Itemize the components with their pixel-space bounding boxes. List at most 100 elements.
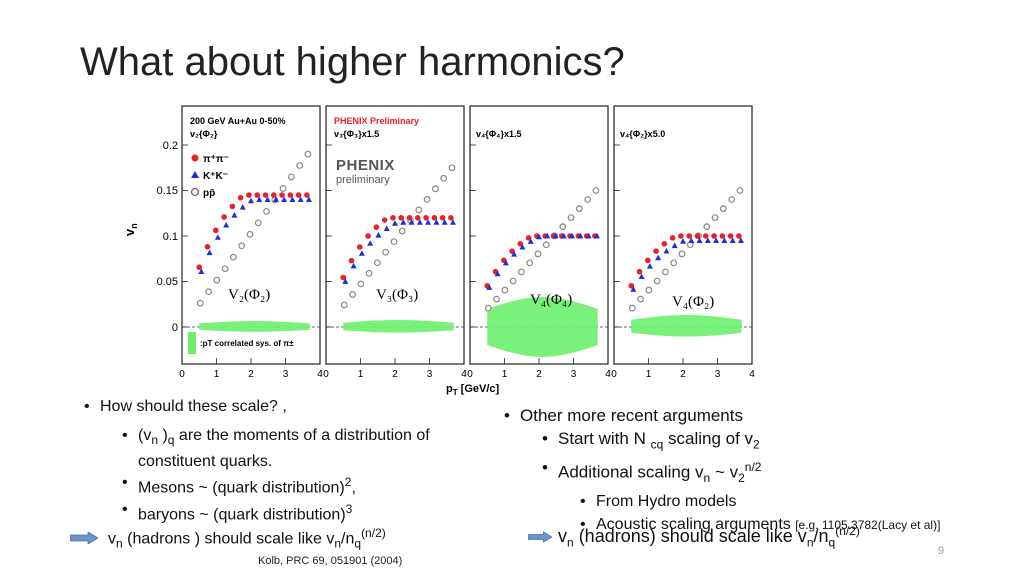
- kaon-marker: [671, 242, 678, 249]
- x-tick-label: 3: [571, 369, 577, 380]
- left-conclusion-text: vn (hadrons ) should scale like vn/nq(n/…: [108, 526, 386, 551]
- kaon-marker: [289, 196, 296, 202]
- panel4-big-label: V₄(Φ₂): [672, 294, 714, 310]
- proton-marker: [662, 268, 669, 276]
- legend-kaon-label: K⁺K⁻: [203, 171, 228, 182]
- pion-marker: [262, 192, 269, 198]
- pion-marker: [348, 257, 355, 264]
- panel3-big-label: V₄(Φ₄): [530, 292, 572, 308]
- kaon-marker: [358, 250, 365, 256]
- pion-marker: [727, 233, 734, 239]
- sys-band: [343, 320, 454, 333]
- x-tick-label: 4: [317, 369, 323, 380]
- pion-marker: [686, 233, 693, 239]
- right-conclusion: vn (hadrons) should scale like vn/nq(n/2…: [528, 524, 860, 550]
- kaon-marker: [264, 196, 271, 202]
- citation-footnote: Kolb, PRC 69, 051901 (2004): [258, 555, 403, 567]
- kaon-marker: [680, 238, 686, 244]
- sys-band: [199, 321, 310, 332]
- pion-marker: [711, 233, 717, 239]
- proton-marker: [196, 299, 204, 307]
- y-tick-label: 0.15: [157, 185, 178, 197]
- proton-marker: [365, 269, 373, 277]
- kaon-marker: [486, 284, 493, 290]
- pion-marker: [357, 244, 363, 250]
- panel1-big-label: V₂(Φ₂): [228, 287, 270, 303]
- pion-marker: [287, 192, 294, 198]
- pion-marker: [237, 194, 244, 201]
- proton-marker: [584, 196, 592, 203]
- kaon-marker: [214, 234, 221, 240]
- bullet-moments: (vn )q are the moments of a distribution…: [80, 425, 500, 472]
- x-tick-label: 3: [283, 369, 289, 380]
- y-axis-label: vn: [122, 223, 139, 236]
- proton-marker: [382, 248, 390, 256]
- left-conclusion: vn (hadrons ) should scale like vn/nq(n/…: [70, 526, 386, 551]
- y-tick-label: 0.05: [157, 276, 178, 288]
- kaon-marker: [688, 237, 695, 243]
- proton-marker: [440, 174, 448, 182]
- proton-marker: [287, 173, 295, 181]
- pion-marker: [628, 282, 635, 289]
- x-tick-label: 0: [611, 369, 617, 380]
- kaon-marker: [577, 232, 584, 239]
- pion-marker: [204, 244, 211, 250]
- x-tick-label: 1: [214, 369, 220, 380]
- phenix-logo-sub: preliminary: [336, 174, 390, 186]
- legend-proton-label: pp̄: [203, 188, 215, 199]
- x-tick-label: 0: [323, 369, 329, 380]
- x-tick-label: 3: [715, 369, 721, 380]
- x-tick-label: 2: [536, 369, 542, 380]
- kaon-marker: [560, 232, 567, 239]
- kaon-marker: [231, 212, 238, 218]
- proton-marker: [628, 304, 636, 312]
- pion-marker: [423, 215, 429, 221]
- x-tick-label: 0: [467, 369, 473, 380]
- right-conclusion-text: vn (hadrons) should scale like vn/nq(n/2…: [558, 524, 860, 550]
- x-tick-label: 1: [502, 369, 508, 380]
- kaon-marker: [449, 219, 456, 225]
- panel2-line2: v₃{Φ₃}x1.5: [334, 129, 379, 139]
- kaon-marker: [350, 262, 357, 269]
- kaon-marker: [593, 232, 600, 239]
- proton-marker: [296, 162, 304, 169]
- pion-marker: [295, 192, 302, 198]
- kaon-marker: [663, 247, 670, 254]
- kaon-marker: [511, 251, 518, 257]
- pion-marker: [406, 215, 413, 221]
- panel4-line2: v₄{Φ₂}x5.0: [620, 129, 665, 139]
- proton-marker: [542, 241, 550, 249]
- pion-marker: [254, 192, 261, 198]
- kaon-marker: [494, 270, 501, 277]
- bullet-mesons: Mesons ~ (quark distribution)2,: [80, 472, 500, 498]
- kaon-marker: [206, 249, 213, 256]
- bullet-baryons: baryons ~ (quark distribution)3: [80, 499, 500, 525]
- proton-marker: [263, 207, 270, 215]
- proton-marker: [670, 259, 678, 267]
- y-tick-label: 0.1: [163, 231, 178, 243]
- bullet-additional-scaling: Additional scaling vn ~ v2n/2: [500, 456, 1020, 490]
- proton-marker: [493, 295, 500, 303]
- pion-marker: [270, 192, 277, 198]
- x-tick-label: 4: [605, 369, 611, 380]
- kaon-marker: [704, 237, 711, 243]
- pion-marker: [439, 215, 446, 221]
- phenix-logo: PHENIX preliminary: [336, 157, 395, 186]
- proton-marker: [559, 223, 567, 231]
- pion-marker: [431, 215, 438, 221]
- pion-marker: [398, 215, 405, 221]
- bullet-scale-question: How should these scale? ,: [80, 396, 500, 417]
- pion-marker: [365, 233, 371, 239]
- phenix-logo-word: PHENIX: [336, 157, 395, 174]
- proton-marker: [279, 185, 287, 192]
- bullet-hydro: From Hydro models: [500, 490, 1020, 513]
- proton-marker: [736, 187, 744, 194]
- proton-marker: [728, 196, 736, 203]
- proton-marker: [374, 259, 381, 267]
- bullet-other-arguments: Other more recent arguments: [500, 404, 1020, 427]
- x-tick-label: 4: [749, 369, 755, 380]
- kaon-marker: [696, 237, 703, 243]
- proton-marker: [526, 259, 534, 267]
- kaon-marker: [392, 220, 398, 226]
